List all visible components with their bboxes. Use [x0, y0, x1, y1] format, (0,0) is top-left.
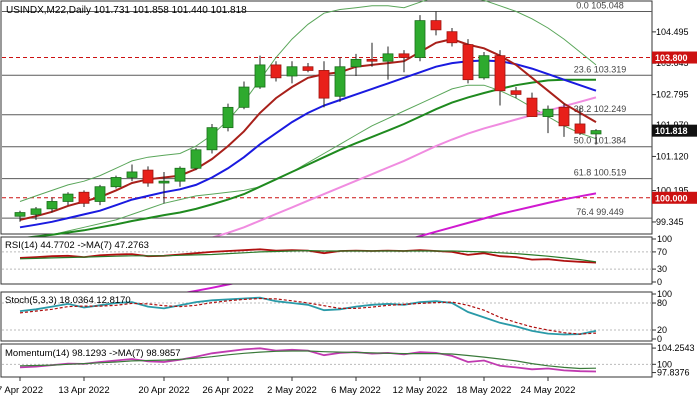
- main-price-panel: 0.0 105.048 23.6 103.319 38.2 102.249 50.0 …: [0, 0, 697, 325]
- rsi-title: RSI(14) 44.7702 ->MA(7) 47.2763: [5, 240, 149, 251]
- candle-bullish: [350, 58, 362, 68]
- candle-bullish: [542, 108, 554, 117]
- y-tick-label: 99.345: [656, 217, 684, 227]
- x-tick-label: 26 Apr 2022: [202, 385, 253, 396]
- red-level-tag-box: [652, 51, 697, 64]
- candle-bullish: [94, 186, 106, 202]
- x-tick-label: 7 Apr 2022: [0, 385, 43, 396]
- candle-bullish: [590, 130, 602, 135]
- candle-bearish: [446, 31, 458, 44]
- main-y-axis: 104.495103.645102.795101.970101.120100.1…: [652, 27, 697, 227]
- red-level2-tag-box: [652, 191, 697, 204]
- candle-bearish: [78, 191, 90, 204]
- red-level2-tag-label: 100.000: [655, 193, 688, 203]
- x-tick-label: 24 May 2022: [521, 385, 576, 396]
- fib-label: 0.0 105.048: [576, 0, 624, 10]
- momentum-ma-line: [19, 350, 597, 370]
- y-tick-label: 100: [657, 289, 672, 299]
- candle-bearish: [574, 123, 586, 134]
- candle-bullish: [126, 171, 138, 178]
- rsi-ma-line: [19, 249, 597, 263]
- candle-bullish: [414, 20, 426, 58]
- fib-label: 76.4 99.449: [576, 207, 624, 217]
- candle-bullish: [334, 66, 346, 97]
- y-tick-label: 104.2543: [657, 343, 695, 353]
- y-tick-label: 97.8376: [657, 368, 690, 378]
- y-tick-label: 102.795: [656, 90, 689, 100]
- last-price-box: [652, 124, 697, 137]
- candle-bullish: [382, 53, 394, 62]
- candle-bullish: [14, 212, 26, 217]
- y-tick-label: 30: [657, 264, 667, 274]
- x-tick-label: 2 May 2022: [267, 385, 317, 396]
- candle-bearish: [398, 53, 410, 58]
- bollinger-upper-line: [19, 0, 597, 202]
- y-tick-label: 70: [657, 247, 667, 257]
- candle-bullish: [110, 177, 122, 188]
- y-tick-label: 0: [657, 277, 662, 287]
- candle-bearish: [142, 169, 154, 184]
- y-tick-label: 101.120: [656, 151, 689, 161]
- candle-bullish: [222, 106, 234, 129]
- candle-bearish: [270, 64, 282, 79]
- candle-bullish: [478, 55, 490, 79]
- candle-bullish: [158, 180, 170, 184]
- candle-bullish: [62, 193, 74, 202]
- stoch-main-line: [19, 296, 597, 336]
- candle-bullish: [286, 66, 298, 77]
- candle-bearish: [494, 55, 506, 92]
- candle-bullish: [238, 86, 250, 108]
- candle-bullish: [190, 149, 202, 169]
- candle-bullish: [46, 201, 58, 210]
- candle-bearish: [318, 70, 330, 99]
- x-tick-label: 6 May 2022: [331, 385, 381, 396]
- y-tick-label: 104.495: [656, 27, 689, 37]
- x-tick-label: 12 May 2022: [393, 385, 448, 396]
- candle-bearish: [366, 58, 378, 62]
- y-tick-label: 20: [657, 325, 667, 335]
- fib-label: 50.0 101.384: [574, 136, 627, 146]
- main-chart-title: USINDX,M22,Daily 101.731 101.858 101.440…: [6, 5, 247, 16]
- momentum-title: Momentum(14) 98.1293 ->MA(7) 98.9857: [5, 348, 181, 359]
- candle-bearish: [558, 106, 570, 127]
- fib-label: 61.8 100.519: [574, 168, 627, 178]
- last-price-label: 101.818: [655, 126, 688, 136]
- y-tick-label: 100: [657, 359, 672, 369]
- red-level-tag-label: 103.800: [655, 53, 688, 63]
- y-tick-label: 100.195: [656, 186, 689, 196]
- y-tick-label: 100: [657, 234, 672, 244]
- candle-bullish: [254, 64, 266, 88]
- x-tick-label: 20 Apr 2022: [138, 385, 189, 396]
- stoch-signal-line: [19, 297, 597, 335]
- candle-bearish: [462, 44, 474, 81]
- x-axis: 7 Apr 2022 13 Apr 2022 20 Apr 2022 26 Apr 2…: [0, 377, 575, 396]
- x-tick-label: 18 May 2022: [457, 385, 512, 396]
- fib-label: 38.2 102.249: [574, 104, 627, 114]
- candle-bearish: [526, 97, 538, 117]
- main-panel-frame: [0, 0, 653, 235]
- candle-bullish: [206, 127, 218, 151]
- y-tick-label: 0: [657, 334, 662, 344]
- candle-bullish: [30, 208, 42, 215]
- y-tick-label: 80: [657, 298, 667, 308]
- main-grid-and-levels: 0.0 105.048 23.6 103.319 38.2 102.249 50.0 …: [2, 0, 652, 219]
- candlesticks: [14, 11, 602, 222]
- rsi-panel: 100 70 30 0 RSI(14) 44.7702 ->MA(7) 47.2763: [0, 234, 672, 287]
- stoch-title: Stoch(5,3,3) 18.0364 12.8170: [5, 295, 131, 306]
- candle-bearish: [302, 66, 314, 71]
- candle-bullish: [174, 167, 186, 182]
- candle-bearish: [510, 90, 522, 95]
- rsi-panel-frame: [0, 236, 653, 285]
- candle-bearish: [430, 20, 442, 31]
- fib-label: 23.6 103.319: [574, 64, 627, 74]
- x-tick-label: 13 Apr 2022: [58, 385, 109, 396]
